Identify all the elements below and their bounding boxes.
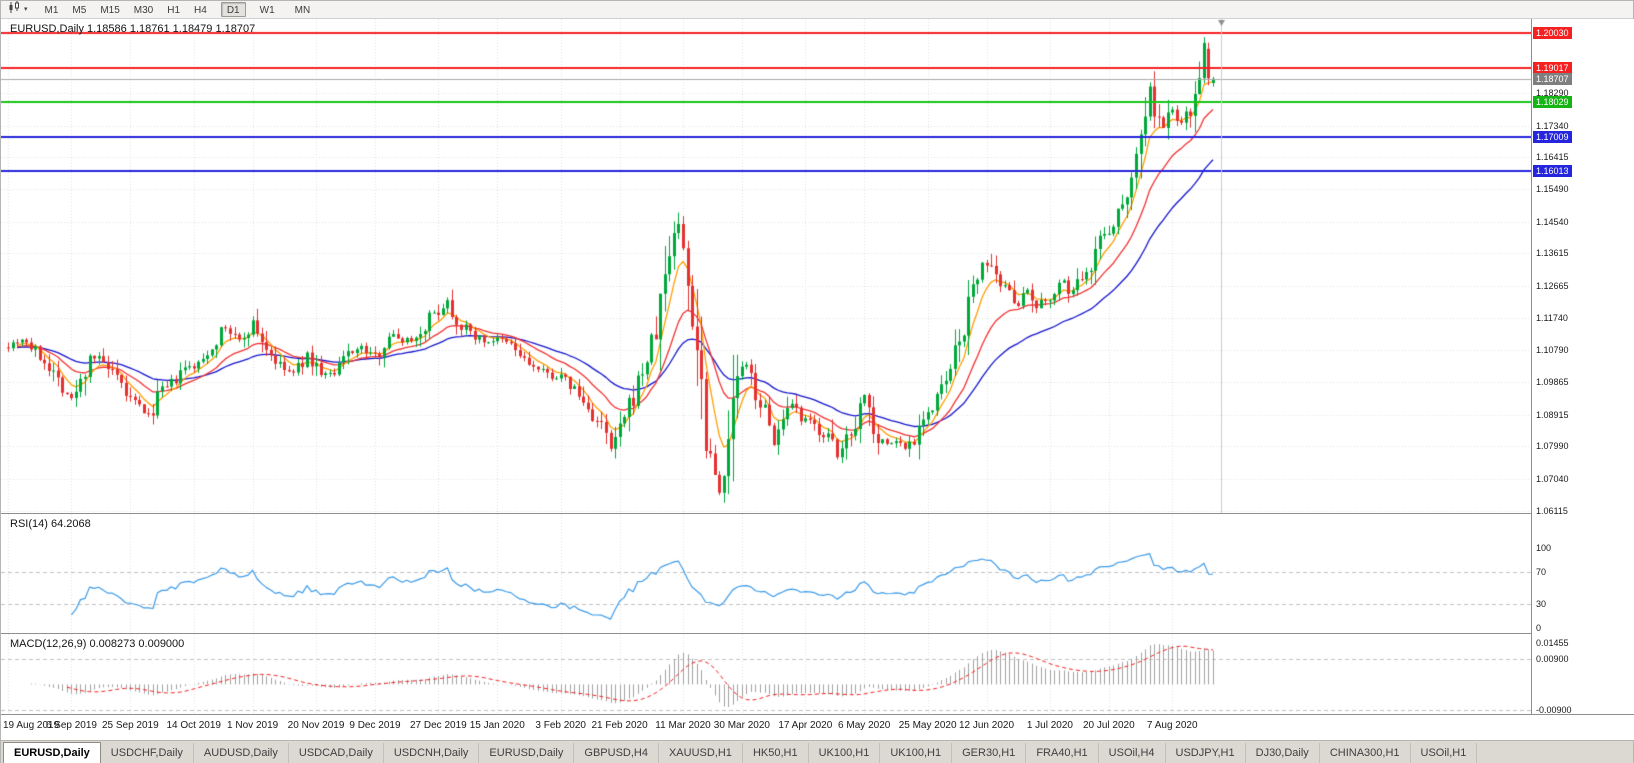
date-label: 27 Dec 2019	[410, 720, 467, 731]
chart-tab[interactable]: GER30,H1	[952, 743, 1027, 763]
price-scale-label: 1.17340	[1536, 120, 1569, 131]
timeframe-button-m5[interactable]: M5	[72, 5, 87, 16]
date-label: 6 May 2020	[838, 720, 891, 731]
chart-tab[interactable]: USDJPY,H1	[1166, 743, 1246, 763]
chart-tab[interactable]: CHINA300,H1	[1320, 743, 1411, 763]
date-label: 15 Jan 2020	[469, 720, 525, 731]
timeframe-button-m1[interactable]: M1	[44, 5, 59, 16]
rsi-scale-label: 100	[1536, 543, 1552, 553]
price-axis[interactable]: 1.18290 1.17340 1.16415 1.15490 1.14540 1.136…	[1531, 19, 1634, 715]
chart-tab[interactable]: USDCHF,Daily	[101, 743, 194, 763]
chart-tab[interactable]: UK100,H1	[809, 743, 881, 763]
price-scale-label: 1.10790	[1536, 345, 1569, 356]
date-label: 25 Sep 2019	[101, 720, 159, 731]
macd-indicator-canvas[interactable]	[1, 634, 1531, 714]
rsi-label: RSI(14) 64.2068	[10, 518, 91, 530]
date-label: 25 May 2020	[898, 720, 957, 731]
date-label: 12 Jun 2020	[958, 720, 1015, 731]
date-label: 20 Nov 2019	[287, 720, 345, 731]
chart-tab[interactable]: HK50,H1	[743, 743, 809, 763]
chart-tab-bar: EURUSD,Daily USDCHF,Daily AUDUSD,Daily USDC…	[1, 740, 1633, 763]
price-scale-label: 1.07040	[1536, 474, 1569, 485]
panel-separator	[1, 714, 1634, 715]
date-label: 14 Oct 2019	[166, 720, 221, 731]
timeframe-button-h4[interactable]: H4	[194, 5, 207, 16]
rsi-scale-label: 70	[1536, 567, 1547, 577]
price-level-tag: 1.18029	[1533, 96, 1572, 109]
chart-type-button[interactable]: ▾	[5, 0, 31, 19]
timeframe-toolbar: ▾ M1 M5 M15 M30 H1 H4 D1 W1 MN	[1, 0, 1633, 19]
date-label: 20 Jul 2020	[1082, 720, 1135, 731]
price-level-tag: 1.18707	[1533, 72, 1572, 85]
date-label: 19 Aug 2019	[3, 720, 60, 731]
chart-tab[interactable]: XAUUSD,H1	[659, 743, 743, 763]
panel-separator[interactable]	[1, 633, 1634, 634]
chart-region: EURUSD,Daily 1.18586 1.18761 1.18479 1.1…	[1, 19, 1634, 740]
date-label: 9 Dec 2019	[349, 720, 401, 731]
chart-tab[interactable]: DJ30,Daily	[1246, 743, 1320, 763]
timeframe-button-m30[interactable]: M30	[133, 5, 154, 16]
candlestick-chart-icon	[8, 0, 22, 19]
dropdown-arrow-icon: ▾	[24, 6, 28, 13]
price-scale-label: 1.16415	[1536, 152, 1569, 163]
price-scale-label: 1.07990	[1536, 441, 1569, 452]
chart-tab[interactable]: USOil,H4	[1099, 743, 1166, 763]
price-scale-label: 1.12665	[1536, 281, 1569, 292]
timeframe-buttons: M1 M5 M15 M30 H1 H4 D1 W1 MN	[39, 2, 317, 17]
rsi-scale-label: 30	[1536, 599, 1547, 609]
timeframe-button-h1[interactable]: H1	[167, 5, 181, 16]
chart-tab[interactable]: UK100,H1	[880, 743, 953, 763]
timeframe-button-m15[interactable]: M15	[100, 5, 120, 16]
price-scale-label: 1.15490	[1536, 184, 1569, 195]
chart-tab-active[interactable]: EURUSD,Daily	[3, 742, 101, 763]
price-scale-label: 1.18290	[1536, 88, 1569, 99]
price-scale-label: 1.14540	[1536, 216, 1569, 227]
chart-tab[interactable]: USDCNH,Daily	[384, 743, 480, 763]
date-label: 11 Mar 2020	[655, 720, 711, 731]
price-level-tag: 1.16013	[1533, 165, 1572, 178]
date-axis[interactable]: 19 Aug 2019 6 Sep 2019 25 Sep 2019 14 Oct 2…	[1, 715, 1634, 740]
price-level-tag: 1.19017	[1533, 62, 1572, 75]
timeframe-button-w1[interactable]: W1	[259, 5, 275, 16]
date-label: 21 Feb 2020	[591, 720, 648, 731]
macd-scale-label: 0.01455	[1536, 638, 1569, 648]
price-scale-label: 1.11740	[1536, 312, 1568, 323]
price-scale-label: 1.06115	[1536, 505, 1568, 516]
chart-tab[interactable]: AUDUSD,Daily	[194, 743, 289, 763]
rsi-scale-label: 0	[1536, 623, 1542, 633]
price-scale-label: 1.13615	[1536, 248, 1569, 259]
price-level-tag: 1.17009	[1533, 131, 1572, 144]
date-label: 17 Apr 2020	[778, 720, 833, 731]
date-label: 1 Jul 2020	[1026, 720, 1073, 731]
panel-separator[interactable]	[1, 513, 1634, 514]
date-label: 30 Mar 2020	[713, 720, 770, 731]
chart-tab[interactable]: GBPUSD,H4	[574, 743, 659, 763]
rsi-indicator-canvas[interactable]	[1, 514, 1531, 633]
chart-tab[interactable]: EURUSD,Daily	[479, 743, 575, 763]
price-chart-canvas[interactable]	[1, 19, 1531, 513]
price-level-tag: 1.20030	[1533, 27, 1572, 40]
macd-label: MACD(12,26,9) 0.008273 0.009000	[10, 638, 185, 650]
macd-scale-label: 0.00900	[1536, 653, 1569, 664]
price-scale-label: 1.09865	[1536, 377, 1569, 388]
chart-tab[interactable]: FRA40,H1	[1026, 743, 1099, 763]
date-label: 1 Nov 2019	[227, 720, 279, 731]
timeframe-button-mn[interactable]: MN	[294, 5, 311, 16]
macd-scale-label: -0.00900	[1536, 705, 1572, 715]
date-label: 7 Aug 2020	[1146, 720, 1198, 731]
date-label: 6 Sep 2019	[45, 720, 97, 731]
date-label: 3 Feb 2020	[535, 720, 586, 731]
chart-tab[interactable]: USDCAD,Daily	[289, 743, 384, 763]
price-scale-label: 1.08915	[1536, 409, 1569, 420]
timeframe-button-d1[interactable]: D1	[220, 2, 246, 17]
chart-tab[interactable]: USOil,H1	[1411, 743, 1478, 763]
chart-title-ohlc: EURUSD,Daily 1.18586 1.18761 1.18479 1.1…	[10, 23, 256, 35]
